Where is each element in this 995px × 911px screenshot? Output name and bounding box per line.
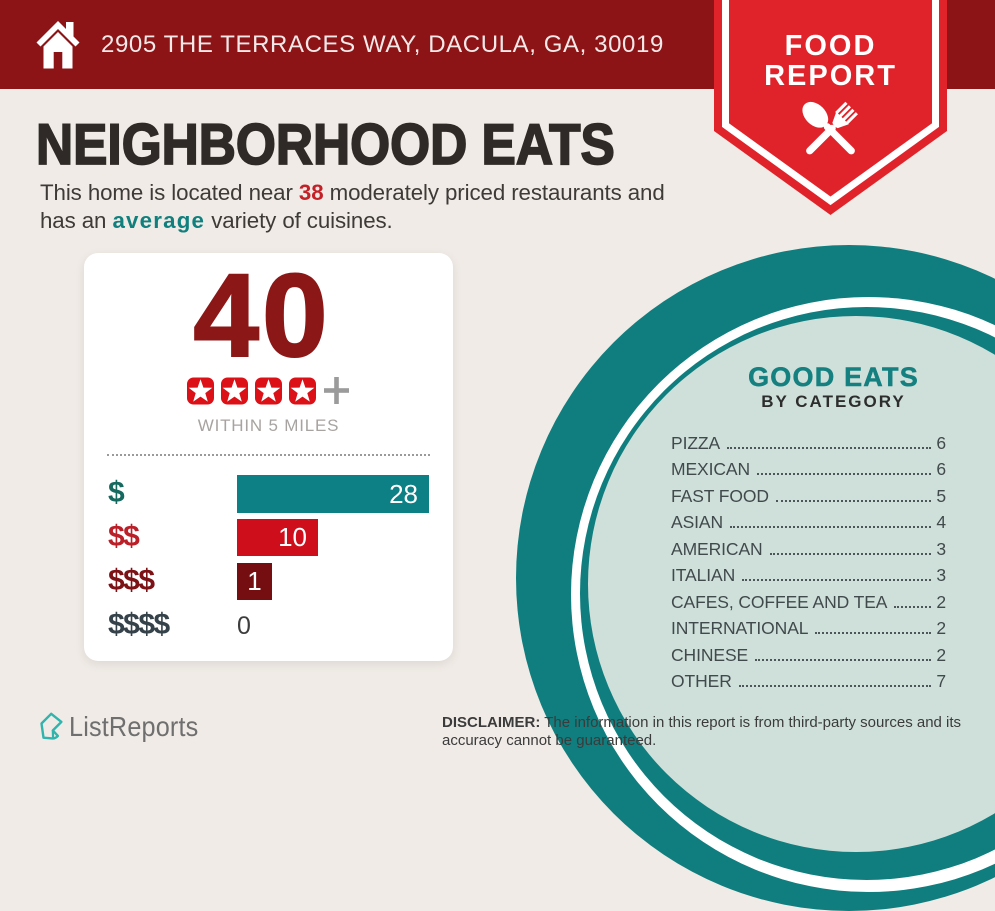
svg-text:FOOD: FOOD [785,30,877,62]
svg-text:REPORT: REPORT [764,60,897,92]
